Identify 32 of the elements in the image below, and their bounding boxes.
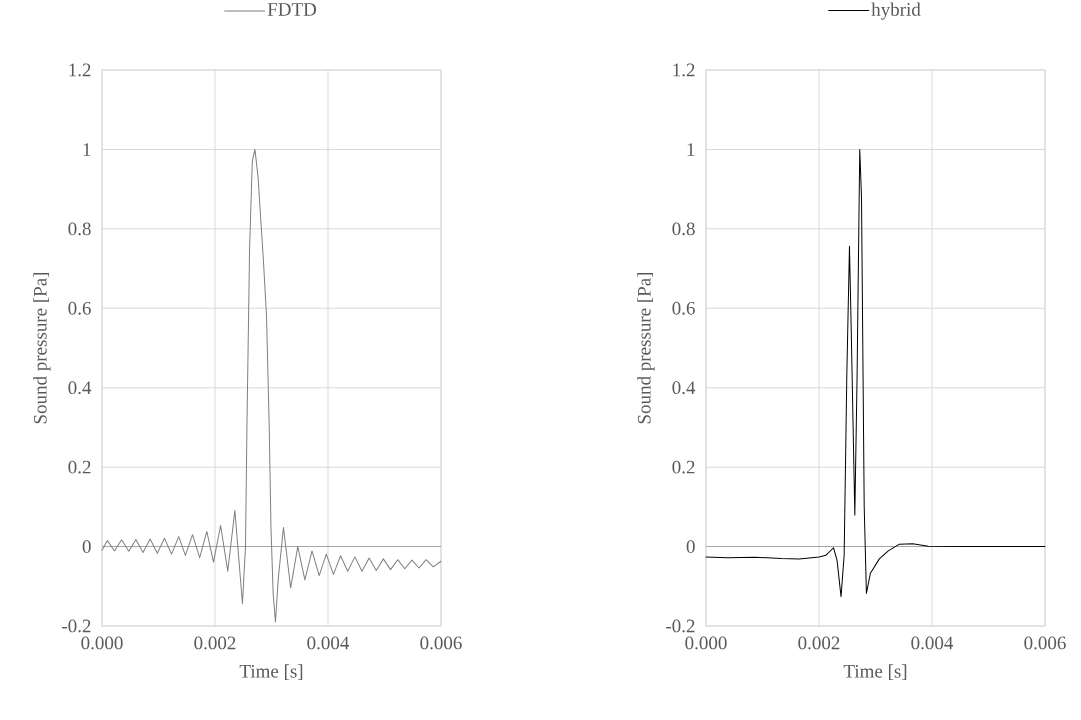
legend-label: FDTD (267, 3, 317, 16)
line-series (705, 148, 1046, 598)
y-axis-title: Sound pressure [Pa] (33, 272, 51, 424)
y-tick-label: 0.2 (672, 460, 695, 474)
y-tick-label: 0.6 (68, 301, 91, 315)
x-tick-label: 0.006 (1024, 636, 1066, 650)
x-tick-label: 0.004 (307, 636, 350, 650)
y-tick-label: 1.2 (69, 63, 91, 77)
y-axis-title: Sound pressure [Pa] (637, 272, 655, 424)
y-tick-label: 0.8 (672, 222, 695, 236)
x-tick-label: 0.006 (420, 636, 462, 650)
line-series (101, 148, 442, 623)
y-tick-label: 0.4 (68, 381, 92, 395)
y-tick-label: 0.6 (672, 301, 695, 315)
x-tick-label: 0.002 (798, 636, 840, 650)
x-tick-label: 0.000 (81, 636, 123, 650)
y-tick-label: 0.4 (672, 381, 696, 395)
y-tick-label: 0 (82, 540, 91, 553)
y-tick-label: 0.2 (68, 460, 91, 474)
legend-label: hybrid (871, 2, 921, 20)
y-tick-label: 1 (687, 143, 695, 156)
x-tick-label: 0.004 (911, 636, 954, 650)
y-tick-label: 1.2 (673, 63, 695, 77)
y-tick-label: 0 (686, 540, 695, 553)
y-tick-label: 0.8 (68, 222, 91, 236)
y-tick-label: -0.2 (62, 619, 91, 633)
y-tick-label: 1 (83, 143, 91, 156)
x-axis-title: Time [s] (239, 664, 303, 681)
x-tick-label: 0.002 (194, 636, 236, 650)
x-tick-label: 0.000 (685, 636, 727, 650)
y-tick-label: -0.2 (666, 619, 695, 633)
x-axis-title: Time [s] (843, 664, 907, 681)
